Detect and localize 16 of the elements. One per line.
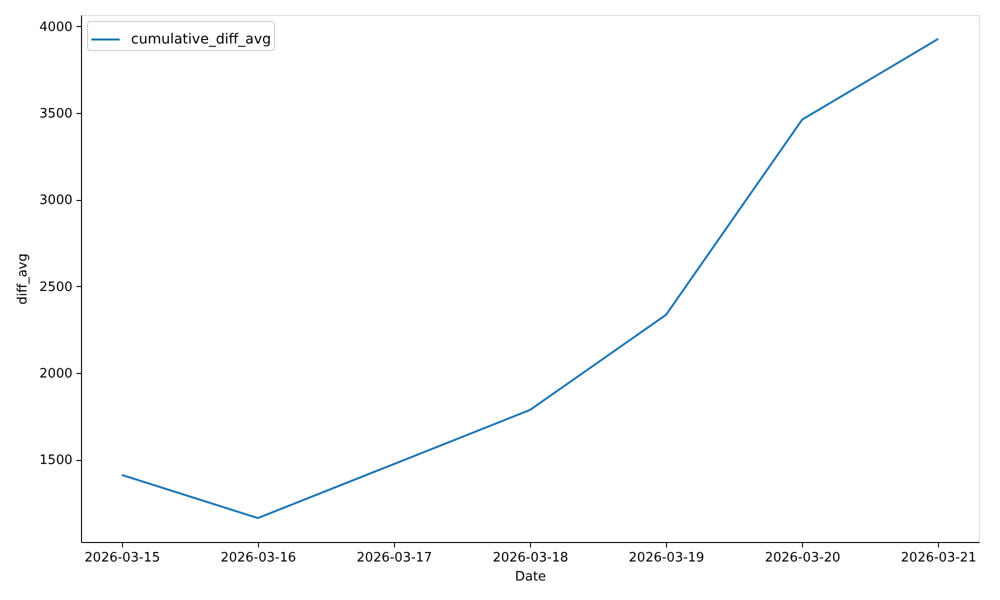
legend-label: cumulative_diff_avg <box>131 32 271 48</box>
x-tick-label: 2026-03-16 <box>220 550 296 566</box>
x-tick-label: 2026-03-17 <box>356 550 432 566</box>
y-tick-label: 2500 <box>39 280 72 295</box>
x-tick-label: 2026-03-20 <box>764 550 840 566</box>
y-tick-label: 3000 <box>39 193 72 208</box>
y-tick-label: 3500 <box>39 106 72 122</box>
y-axis-title: diff_avg <box>15 253 30 305</box>
y-tick-label: 4000 <box>39 20 72 35</box>
x-axis-title: Date <box>514 570 546 584</box>
x-tick-label: 2026-03-15 <box>84 550 160 566</box>
y-tick-label: 1500 <box>39 453 72 468</box>
x-tick-label: 2026-03-21 <box>900 550 976 566</box>
x-tick-label: 2026-03-19 <box>628 550 704 566</box>
x-tick-label: 2026-03-18 <box>492 550 568 566</box>
y-tick-label: 2000 <box>39 366 72 382</box>
